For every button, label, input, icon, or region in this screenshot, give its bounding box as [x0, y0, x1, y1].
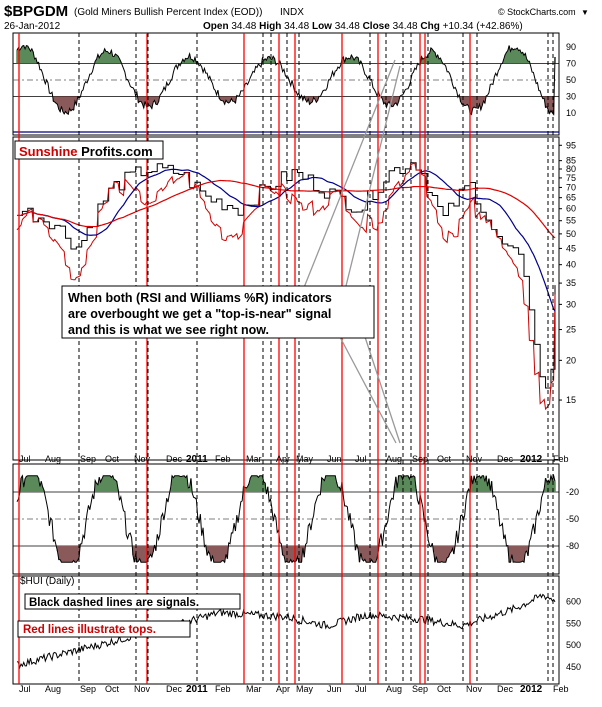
- index-name: (Gold Miners Bullish Percent Index (EOD)…: [74, 7, 262, 18]
- x-axis-label-1-11: Jun: [327, 684, 342, 694]
- callout-line-3: and this is what we see right now.: [68, 323, 269, 337]
- x-axis-label-1-8: Mar: [246, 684, 262, 694]
- price-red-ma: [17, 179, 556, 239]
- x-axis-label-1-12: Jul: [355, 684, 367, 694]
- callout: When both (RSI and Williams %R) indicato…: [61, 59, 401, 444]
- rsi-line: [16, 44, 556, 116]
- hui-tick-label-1: 550: [566, 618, 581, 628]
- price-tick-label-7: 55: [566, 216, 576, 226]
- hui-tick-label-0: 600: [566, 597, 581, 607]
- legend-red-text: Red lines illustrate tops.: [23, 624, 156, 636]
- x-axis-label-0-10: May: [296, 454, 314, 464]
- callout-box: [61, 285, 375, 339]
- x-axis-label-1-16: Nov: [466, 684, 483, 694]
- x-axis-label-0-5: Dec: [166, 454, 183, 464]
- x-axis-label-1-5: Dec: [166, 684, 183, 694]
- price-tick-label-11: 35: [566, 278, 576, 288]
- x-axis-label-1-15: Oct: [437, 684, 452, 694]
- x-axis-label-1-3: Oct: [105, 684, 120, 694]
- x-axis-label-1-19: Feb: [553, 684, 569, 694]
- symbol-title: $BPGDM: [4, 3, 68, 20]
- x-axis-label-0-15: Oct: [437, 454, 452, 464]
- rsi-tick-label-0: 90: [566, 42, 576, 52]
- x-axis-label-1-14: Sep: [412, 684, 428, 694]
- credit-label: © StockCharts.com: [498, 7, 576, 17]
- price-tick-label-5: 65: [566, 193, 576, 203]
- price-tick-label-1: 85: [566, 156, 576, 166]
- date-label: 26-Jan-2012: [4, 21, 61, 32]
- price-tick-label-12: 30: [566, 299, 576, 309]
- willr-tick-label-0: -20: [566, 487, 579, 497]
- x-axis-label-0-2: Sep: [80, 454, 96, 464]
- x-axis-label-0-0: Jul: [19, 454, 31, 464]
- x-axis-label-0-6: 2011: [186, 454, 208, 465]
- price-tick-label-3: 75: [566, 173, 576, 183]
- price-tick-label-15: 15: [566, 395, 576, 405]
- legend-black-text: Black dashed lines are signals.: [29, 597, 199, 609]
- willr-tick-label-1: -50: [566, 514, 579, 524]
- price-tick-label-2: 80: [566, 164, 576, 174]
- x-axis-label-0-8: Mar: [246, 454, 262, 464]
- price-tick-label-9: 45: [566, 243, 576, 253]
- x-axis-label-0-11: Jun: [327, 454, 342, 464]
- price-tick-label-14: 20: [566, 355, 576, 365]
- hui-tick-label-3: 450: [566, 662, 581, 672]
- x-axis-label-1-2: Sep: [80, 684, 96, 694]
- x-axis-layer: Jul Aug Sep Oct Nov Dec 2011 Feb Mar Apr May Jun Jul…: [19, 454, 569, 695]
- x-axis-label-1-6: 2011: [186, 684, 208, 695]
- panels-layer: 9070503010958580757065605550454035302520…: [12, 32, 581, 685]
- willr-tick-label-2: -80: [566, 541, 579, 551]
- x-axis-label-1-10: May: [296, 684, 314, 694]
- brand-box: Sunshine Profits.com: [14, 140, 164, 160]
- price-tick-label-4: 70: [566, 182, 576, 192]
- rsi-tick-label-3: 30: [566, 91, 576, 101]
- x-axis-label-1-18: 2012: [520, 684, 543, 695]
- hui-label: $HUI (Daily): [20, 576, 74, 587]
- price-red-line: [16, 162, 556, 411]
- x-axis-label-1-9: Apr: [276, 684, 290, 694]
- ohlc-line: Open 34.48 High 34.48 Low 34.48 Close 34…: [203, 21, 523, 32]
- price-tick-label-10: 40: [566, 260, 576, 270]
- legend-black: Black dashed lines are signals.: [24, 593, 241, 610]
- brand-text: Sunshine Profits.com: [19, 144, 153, 159]
- x-axis-label-0-16: Nov: [466, 454, 483, 464]
- x-axis-label-0-7: Feb: [215, 454, 231, 464]
- x-axis-label-0-17: Dec: [497, 454, 514, 464]
- x-axis-label-1-1: Aug: [45, 684, 61, 694]
- price-tick-label-8: 50: [566, 229, 576, 239]
- legend-red: Red lines illustrate tops.: [17, 620, 191, 638]
- x-axis-label-0-1: Aug: [45, 454, 61, 464]
- x-axis-label-0-12: Jul: [355, 454, 367, 464]
- x-axis-label-1-0: Jul: [19, 684, 31, 694]
- x-axis-label-1-13: Aug: [386, 684, 402, 694]
- x-axis-label-0-13: Aug: [386, 454, 402, 464]
- callout-line-2: are overbought we get a "top-is-near" si…: [68, 307, 331, 321]
- x-axis-label-0-19: Feb: [553, 454, 569, 464]
- rsi-tick-label-1: 70: [566, 59, 576, 69]
- hui-tick-label-2: 500: [566, 640, 581, 650]
- callout-line-1: When both (RSI and Williams %R) indicato…: [68, 291, 332, 305]
- x-axis-label-1-17: Dec: [497, 684, 514, 694]
- x-axis-label-0-3: Oct: [105, 454, 120, 464]
- price-tick-label-6: 60: [566, 204, 576, 214]
- x-axis-label-0-18: 2012: [520, 454, 543, 465]
- x-axis-label-1-7: Feb: [215, 684, 231, 694]
- x-axis-label-0-14: Sep: [412, 454, 428, 464]
- price-tick-label-13: 25: [566, 325, 576, 335]
- rsi-tick-label-4: 10: [566, 108, 576, 118]
- x-axis-label-0-9: Apr: [276, 454, 290, 464]
- credit-arrow-icon: ▼: [581, 8, 589, 17]
- exchange-label: INDX: [280, 7, 304, 18]
- x-axis-label-1-4: Nov: [134, 684, 151, 694]
- rsi-tick-label-2: 50: [566, 75, 576, 85]
- hui-line: [16, 593, 556, 670]
- willr-line: [16, 473, 556, 564]
- price-tick-label-0: 95: [566, 140, 576, 150]
- x-axis-label-0-4: Nov: [134, 454, 151, 464]
